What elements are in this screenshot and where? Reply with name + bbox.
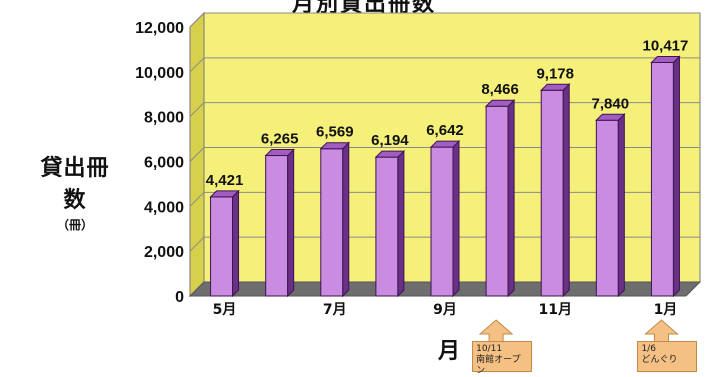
bar	[540, 89, 564, 297]
data-label: 7,840	[592, 95, 630, 112]
y-axis-unit: （冊）	[56, 218, 93, 232]
bar-top	[429, 140, 461, 148]
bar	[485, 105, 509, 297]
data-label: 6,569	[316, 124, 354, 141]
x-tick-label: 7月	[323, 302, 347, 318]
annotation-line: 10/11	[476, 344, 503, 354]
data-label: 6,642	[426, 122, 464, 139]
bar	[430, 146, 454, 297]
x-tick-label: 11月	[538, 302, 571, 318]
annotation-line: どんぐり	[641, 355, 678, 365]
bar-side	[507, 99, 515, 298]
data-label: 6,194	[371, 132, 409, 149]
bar-top	[264, 149, 295, 157]
y-tick-label: 10,000	[135, 65, 184, 82]
gridline	[189, 102, 700, 118]
y-tick-label: 8,000	[144, 110, 184, 127]
bar-top	[319, 142, 350, 150]
x-tick-label: 5月	[213, 302, 237, 318]
y-tick-label: 6,000	[144, 155, 184, 172]
annotation-arrow	[644, 319, 679, 343]
bar-top	[374, 150, 406, 158]
gridline	[189, 236, 700, 252]
bar-side	[562, 83, 570, 298]
bar	[375, 156, 399, 297]
bar-side	[232, 189, 240, 298]
annotation-note: 1/6 どんぐり	[637, 341, 698, 372]
bar-top	[484, 99, 516, 107]
bar-side	[617, 113, 625, 298]
bar-side	[287, 148, 295, 298]
data-label: 8,466	[481, 81, 519, 98]
bar-top	[595, 113, 626, 121]
y-axis-label: 貸出冊数	[40, 155, 110, 213]
bar-side	[672, 55, 680, 298]
x-tick-label: 9月	[433, 302, 457, 318]
bar-side	[397, 149, 405, 298]
data-label: 10,417	[642, 37, 688, 54]
gridline	[189, 12, 700, 28]
bar	[265, 155, 289, 297]
y-tick-label: 0	[175, 289, 184, 306]
y-tick-label: 2,000	[144, 244, 184, 261]
data-label: 6,265	[261, 131, 299, 148]
y-axis-title: 貸出冊数 （冊）	[30, 150, 120, 233]
bar-top	[540, 83, 571, 91]
bar	[650, 61, 674, 297]
gridline	[189, 57, 700, 73]
gridline	[189, 147, 700, 162]
y-tick-label: 12,000	[135, 20, 184, 37]
y-tick-label: 4,000	[144, 199, 184, 216]
bar-top	[209, 190, 240, 198]
x-tick-label: 1月	[654, 302, 678, 318]
bar-side	[452, 139, 460, 298]
annotation-line: 1/6	[641, 344, 656, 354]
bar	[595, 119, 619, 297]
bar-top	[650, 55, 681, 63]
bar-side	[342, 141, 350, 298]
annotation-arrow	[478, 319, 514, 343]
x-axis-label: 月	[438, 338, 461, 364]
annotation-note: 10/11 南館オープン	[472, 341, 533, 376]
annotation-line: 南館オープン	[476, 355, 521, 376]
data-label: 4,421	[206, 172, 244, 189]
data-label: 9,178	[536, 65, 574, 82]
bar	[320, 148, 344, 297]
bar	[210, 196, 234, 297]
gridline	[189, 191, 700, 207]
